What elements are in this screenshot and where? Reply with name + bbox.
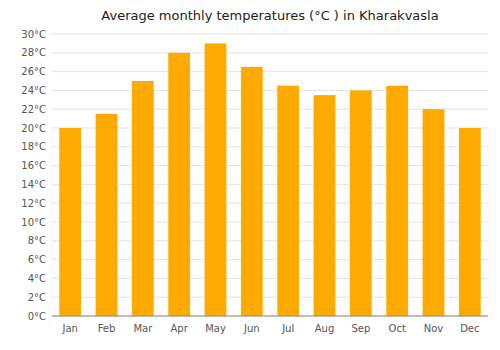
x-tick-labels: Jan Feb Mar Apr May Jun Jul Aug Sep Oct Nov Dec: [61, 323, 479, 334]
y-tick-label: 16°C: [21, 160, 46, 171]
x-axis-line: [52, 316, 488, 317]
bar: [314, 95, 336, 316]
y-tick-label: 4°C: [28, 273, 46, 284]
y-tick-label: 20°C: [21, 123, 46, 134]
bar: [205, 43, 227, 316]
y-tick-label: 28°C: [21, 47, 46, 58]
x-tick-label: Feb: [98, 323, 116, 334]
y-tick-label: 2°C: [28, 292, 46, 303]
bar: [241, 67, 263, 316]
x-tick-label: May: [205, 323, 226, 334]
x-tick-label: Jul: [281, 323, 294, 334]
x-tick-label: Nov: [424, 323, 444, 334]
bar: [277, 86, 299, 316]
grid-line: [52, 34, 488, 35]
bar: [386, 86, 408, 316]
y-tick-label: 10°C: [21, 217, 46, 228]
grid-line: [52, 71, 488, 72]
bars: [59, 43, 480, 316]
y-tick-label: 8°C: [28, 235, 46, 246]
bar: [168, 53, 190, 316]
y-grid: [52, 34, 488, 316]
bar: [423, 109, 445, 316]
x-tick-label: Sep: [351, 323, 370, 334]
x-tick-label: Dec: [460, 323, 479, 334]
title: Average monthly temperatures (°C ) in Kh…: [101, 8, 438, 23]
x-tick-label: Mar: [133, 323, 153, 334]
y-tick-label: 18°C: [21, 141, 46, 152]
bar: [132, 81, 154, 316]
bar: [59, 128, 81, 316]
y-tick-label: 24°C: [21, 85, 46, 96]
grid-line: [52, 52, 488, 53]
x-tick-label: Jun: [243, 323, 260, 334]
y-tick-label: 14°C: [21, 179, 46, 190]
y-tick-labels: 0°C 2°C 4°C 6°C 8°C 10°C 12°C 14°C 16°C 18°C 20°C 2…: [21, 29, 46, 322]
x-tick-label: Oct: [389, 323, 406, 334]
y-tick-label: 22°C: [21, 104, 46, 115]
y-tick-label: 0°C: [28, 311, 46, 322]
x-tick-label: Aug: [315, 323, 335, 334]
y-tick-label: 26°C: [21, 66, 46, 77]
bar: [459, 128, 481, 316]
y-tick-label: 12°C: [21, 198, 46, 209]
chart: Average monthly temperatures (°C ) in Kh…: [0, 0, 500, 350]
bar: [96, 114, 118, 316]
grid-line: [52, 316, 488, 317]
x-tick-label: Jan: [61, 323, 77, 334]
x-tick-label: Apr: [171, 323, 189, 334]
chart-container: Average monthly temperatures (°C ) in Kh…: [0, 0, 500, 350]
y-tick-label: 6°C: [28, 254, 46, 265]
y-tick-label: 30°C: [21, 29, 46, 40]
grid-line: [52, 90, 488, 91]
bar: [350, 90, 372, 316]
